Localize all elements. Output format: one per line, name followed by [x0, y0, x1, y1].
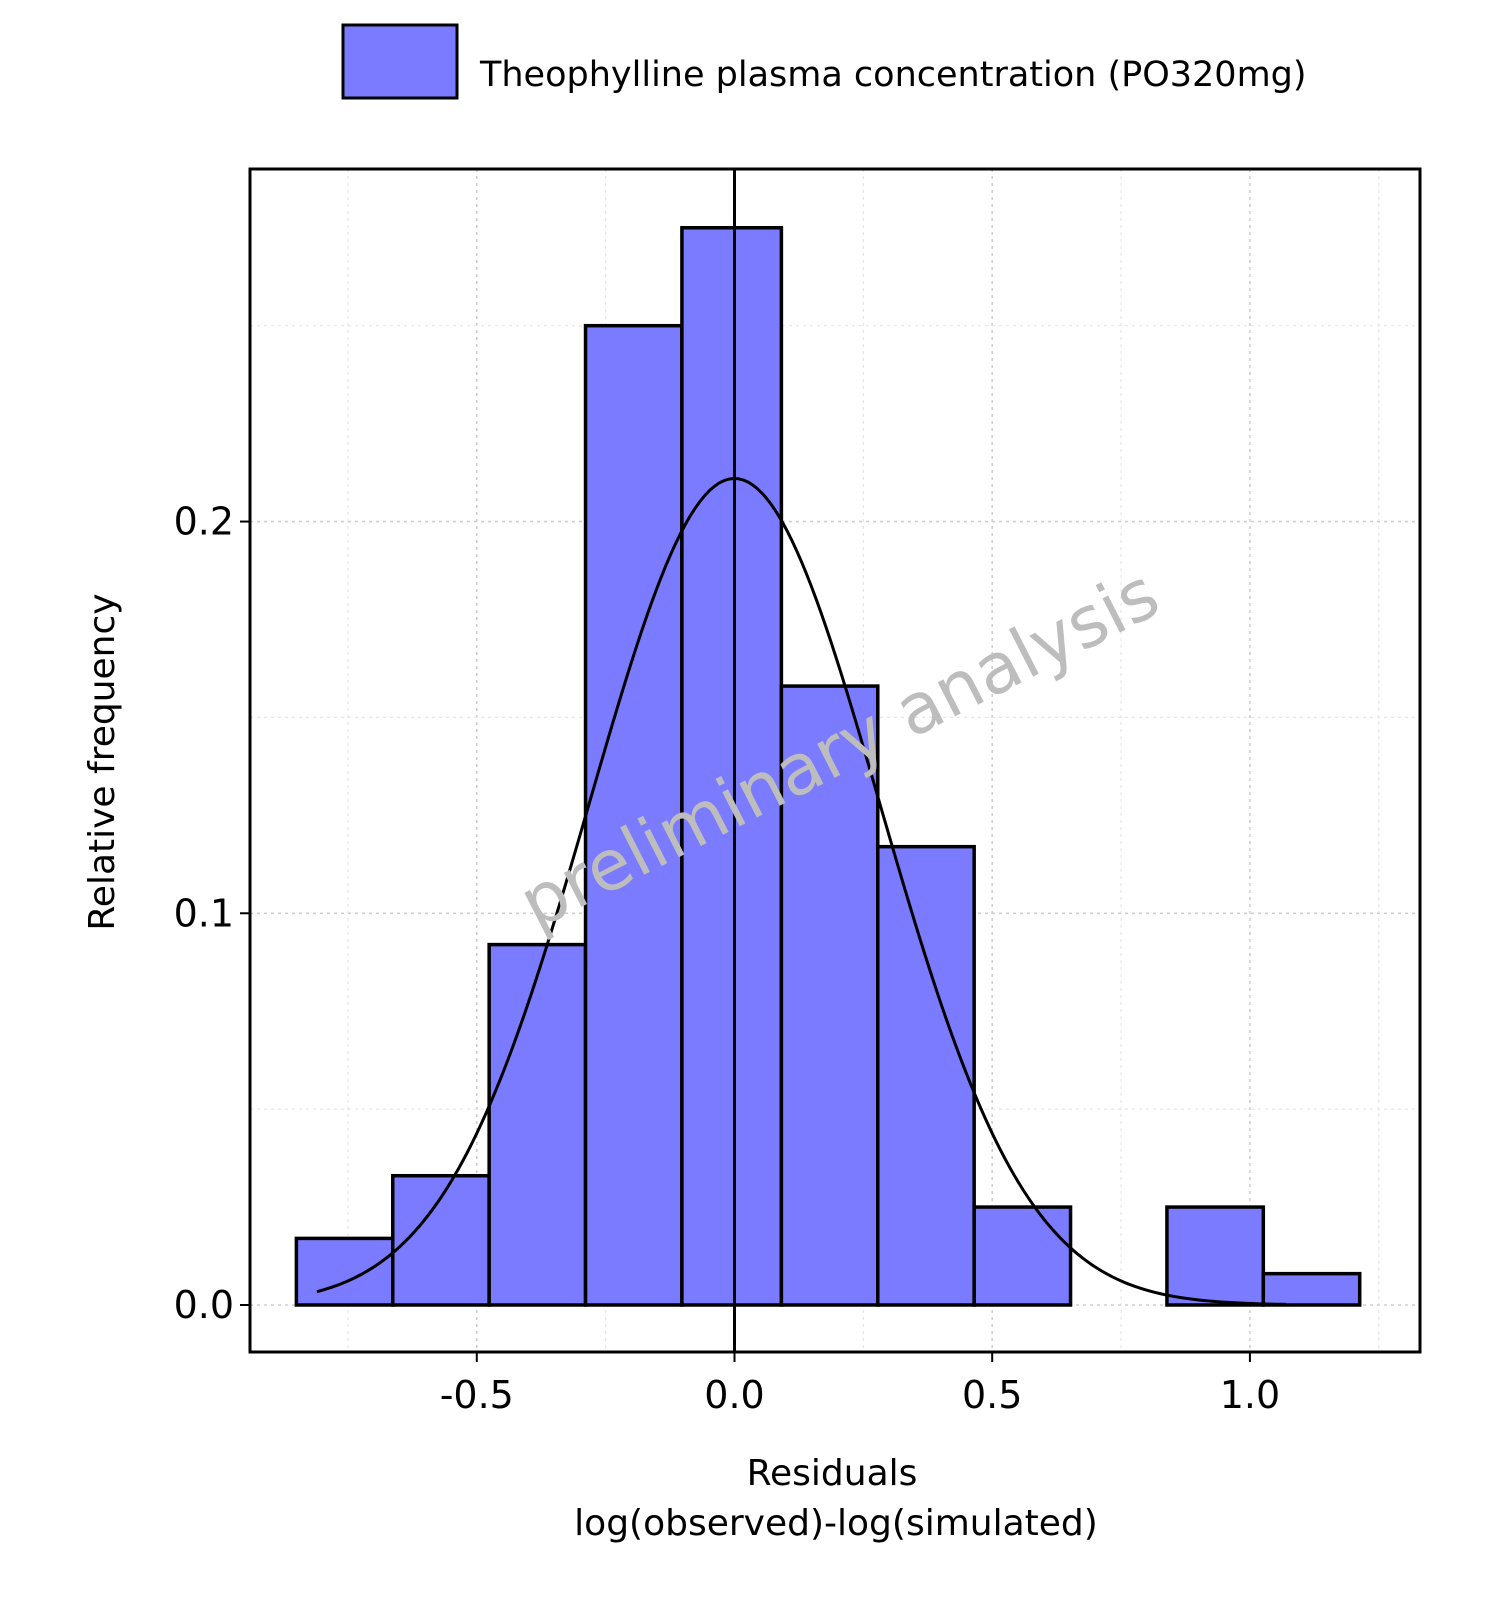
y-tick-label: 0.0	[174, 1283, 234, 1327]
histogram-bar	[1165, 1205, 1266, 1307]
histogram-bars	[294, 226, 1362, 1307]
y-tick-label: 0.2	[174, 500, 234, 544]
x-axis-title-line2: log(observed)-log(simulated)	[574, 1503, 1098, 1544]
histogram-bar	[487, 942, 588, 1307]
x-tick-label: -0.5	[440, 1373, 514, 1417]
histogram-bar	[1261, 1271, 1362, 1307]
histogram-bar	[876, 844, 976, 1307]
y-axis-title: Relative frequency	[82, 593, 123, 930]
legend-label: Theophylline plasma concentration (PO320…	[479, 55, 1307, 95]
legend-swatch	[341, 23, 459, 100]
x-axis: -0.5 0.0 0.5 1.0	[440, 1352, 1280, 1417]
histogram-bar	[972, 1205, 1073, 1307]
x-tick-label: 0.0	[704, 1373, 764, 1417]
histogram-bar	[680, 226, 784, 1307]
y-tick-label: 0.1	[174, 891, 234, 935]
x-tick-label: 0.5	[962, 1373, 1022, 1417]
normal-density-curve	[316, 476, 1287, 1306]
y-axis: 0.0 0.1 0.2	[174, 500, 250, 1327]
x-axis-title-line1: Residuals	[747, 1453, 918, 1494]
histogram-bar	[294, 1236, 395, 1307]
plot-panel-border	[248, 167, 1422, 1354]
x-tick-label: 1.0	[1220, 1373, 1280, 1417]
